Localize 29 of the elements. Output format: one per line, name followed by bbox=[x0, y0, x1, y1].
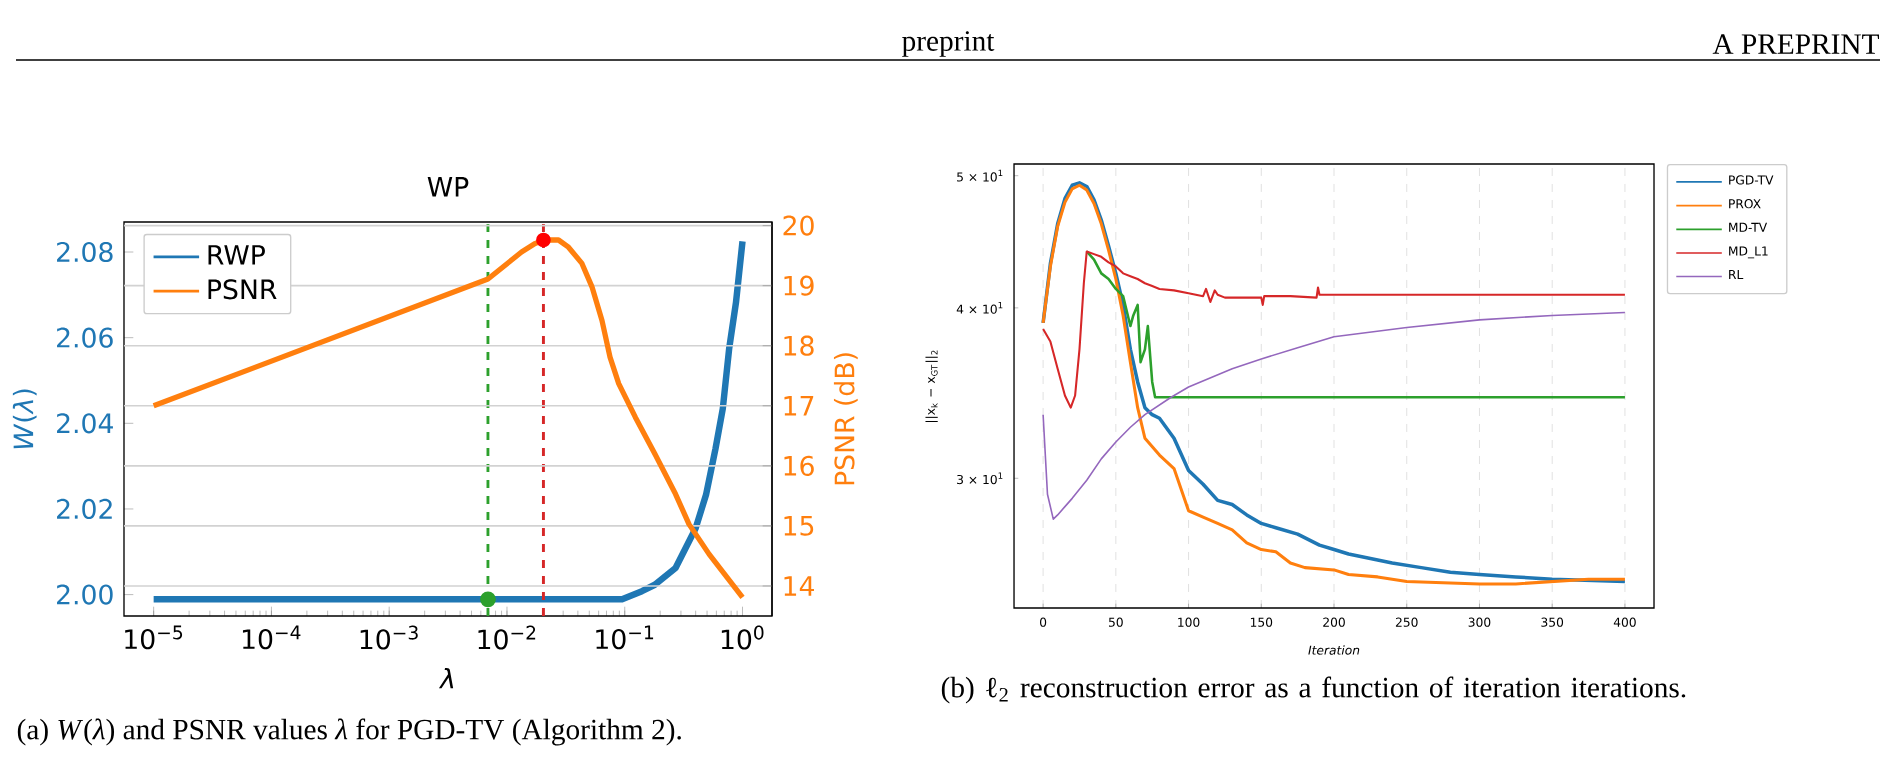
text: preprint bbox=[902, 31, 995, 57]
line-series bbox=[1042, 311, 1626, 520]
text: (a) W(λ) and PSNR values λ for PGD-TV (Algorithm 2). bbox=[17, 718, 681, 746]
text: (b) ℓ$_{2}$ reconstruction error as a function of iteration iterations. bbox=[941, 676, 1686, 704]
x-tick-label: 10$^{0}$ bbox=[721, 625, 764, 650]
y2-tick-label: 20 bbox=[783, 215, 814, 236]
x-tick-label: 10$^{−1}$ bbox=[596, 625, 654, 650]
y2-tick-label: 16 bbox=[784, 455, 814, 476]
y2-tick-label: 18 bbox=[784, 335, 814, 356]
legend-label: RWP bbox=[208, 245, 265, 265]
y2-tick-label: 17 bbox=[784, 396, 814, 416]
x-tick-label: 10$^{−2}$ bbox=[478, 625, 536, 650]
y-tick-label: 2.02 bbox=[57, 498, 112, 520]
y2-tick-label: 19 bbox=[784, 275, 814, 296]
x-axis-title: λ bbox=[438, 667, 454, 689]
y2-tick-label: 14 bbox=[784, 576, 814, 596]
x-tick-label: 10$^{−4}$ bbox=[242, 625, 301, 650]
y2-tick-label: 15 bbox=[784, 515, 814, 536]
y-tick-label: 2.00 bbox=[57, 584, 113, 605]
y-tick-label: 2.04 bbox=[57, 413, 113, 434]
y-axis-title: W(λ) bbox=[12, 389, 37, 449]
x-tick-label: 10$^{−5}$ bbox=[125, 625, 183, 650]
text: A PREPRINT bbox=[1712, 34, 1880, 54]
x-tick-label: 10$^{−3}$ bbox=[360, 625, 418, 650]
chart-title: WP bbox=[427, 177, 469, 197]
y-tick-label: 2.08 bbox=[57, 241, 113, 263]
y-tick-label: 2.06 bbox=[57, 327, 113, 348]
y2-axis-title: PSNR (dB) bbox=[833, 353, 858, 485]
legend-label: PSNR bbox=[208, 279, 277, 300]
